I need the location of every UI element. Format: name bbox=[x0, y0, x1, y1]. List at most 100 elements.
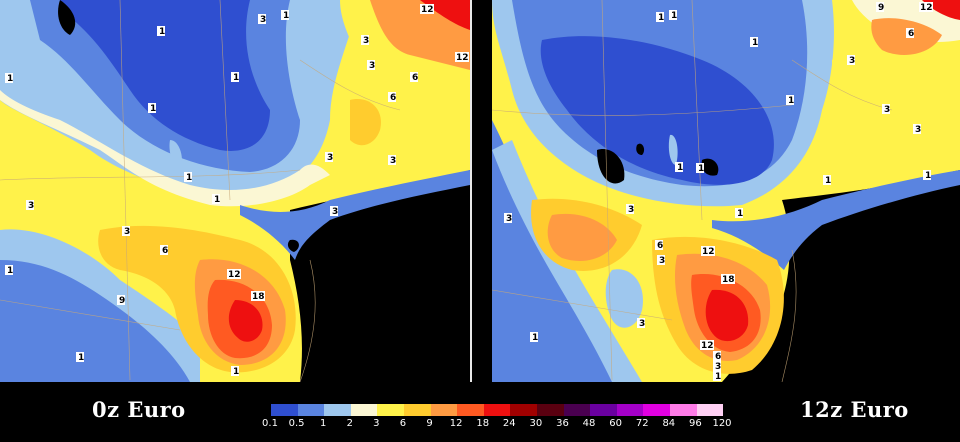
label-1: 1 bbox=[7, 266, 13, 276]
colorbar-tick-label: 96 bbox=[689, 418, 702, 429]
label-3: 3 bbox=[327, 153, 333, 163]
label-12: 12 bbox=[421, 5, 434, 15]
colorbar-swatch bbox=[377, 404, 404, 416]
label-12: 12 bbox=[701, 341, 714, 351]
lake-michigan bbox=[169, 140, 182, 170]
label-1: 1 bbox=[214, 195, 220, 205]
lake-michigan bbox=[668, 134, 678, 165]
ocean-region bbox=[722, 170, 960, 382]
field-coast-blue bbox=[712, 170, 960, 270]
label-1: 1 bbox=[159, 27, 165, 37]
field-1to2-west bbox=[0, 229, 200, 382]
colorbar-swatch bbox=[324, 404, 351, 416]
colorbar-swatch bbox=[457, 404, 484, 416]
field-0.5to1-west bbox=[0, 257, 190, 382]
label-6: 6 bbox=[908, 29, 914, 39]
field-18to24-south bbox=[705, 289, 749, 342]
colorbar-swatch bbox=[271, 404, 298, 416]
label-3: 3 bbox=[28, 201, 34, 211]
label-1: 1 bbox=[677, 163, 683, 173]
label-1: 1 bbox=[715, 372, 721, 382]
colorbar-tick-label: 2 bbox=[346, 418, 353, 429]
colorbar-tick-label: 1 bbox=[319, 418, 327, 429]
label-6: 6 bbox=[412, 73, 418, 83]
label-6: 6 bbox=[657, 241, 663, 251]
ocean-region bbox=[290, 170, 470, 382]
lake-dark-3 bbox=[701, 158, 719, 176]
colorbar-tick-label: 60 bbox=[609, 418, 623, 429]
colorbar-swatch bbox=[483, 404, 511, 416]
right-contour-labels: 1 1 1 1 1 1 1 1 1 1 3 3 3 3 3 3 3 6 6 9 bbox=[504, 2, 933, 382]
label-3: 3 bbox=[628, 205, 634, 215]
label-3: 3 bbox=[659, 256, 665, 266]
field-9to12-west bbox=[547, 213, 617, 261]
label-12: 12 bbox=[920, 3, 933, 13]
label-3: 3 bbox=[332, 207, 338, 217]
label-9: 9 bbox=[878, 3, 884, 13]
label-18: 18 bbox=[252, 292, 265, 302]
field-coast-blue bbox=[240, 170, 470, 260]
label-3: 3 bbox=[124, 227, 130, 237]
label-3: 3 bbox=[506, 214, 512, 224]
label-6: 6 bbox=[390, 93, 396, 103]
label-6: 6 bbox=[162, 246, 168, 256]
colorbar-tick-label: 6 bbox=[399, 418, 407, 429]
colorbar-swatch bbox=[536, 404, 564, 416]
colorbar-tick-label: 120 bbox=[712, 418, 732, 429]
label-1: 1 bbox=[233, 73, 239, 83]
field-0.1to0.5-north bbox=[60, 0, 270, 151]
field-6to9-northeast-spot bbox=[350, 99, 381, 146]
colorbar-swatch bbox=[590, 404, 617, 416]
colorbar-tick-label: 3 bbox=[373, 418, 380, 429]
label-1: 1 bbox=[532, 333, 538, 343]
colorbar-swatch bbox=[563, 404, 591, 416]
label-3: 3 bbox=[369, 61, 375, 71]
label-12: 12 bbox=[228, 270, 241, 280]
label-1: 1 bbox=[698, 164, 704, 174]
label-3: 3 bbox=[884, 105, 890, 115]
right-model-label: 12z Euro bbox=[800, 397, 909, 422]
label-1: 1 bbox=[233, 367, 239, 377]
field-0.5to1-west bbox=[492, 120, 632, 382]
colorbar-tick-label: 30 bbox=[529, 418, 543, 429]
colorbar-swatch bbox=[643, 404, 670, 416]
label-1: 1 bbox=[150, 104, 156, 114]
chesapeake-spot bbox=[287, 239, 299, 252]
snowfall-colorbar bbox=[270, 403, 724, 417]
panel-divider bbox=[470, 0, 472, 382]
label-3: 3 bbox=[260, 15, 266, 25]
label-6: 6 bbox=[715, 352, 721, 362]
colorbar-swatch bbox=[669, 404, 697, 416]
left-model-label: 0z Euro bbox=[92, 397, 186, 422]
label-1: 1 bbox=[658, 13, 664, 23]
field-1to2-interior bbox=[605, 269, 643, 328]
label-1: 1 bbox=[7, 74, 13, 84]
colorbar-tick-label: 48 bbox=[582, 418, 596, 429]
colorbar-tick-label: 12 bbox=[449, 418, 463, 429]
lake-dark-1 bbox=[597, 149, 625, 184]
colorbar-tick-label: 18 bbox=[476, 418, 490, 429]
label-1: 1 bbox=[186, 173, 192, 183]
colorbar-ticks: 0.1 0.5 1 2 3 6 9 12 18 24 30 36 48 60 72 84 96 120 bbox=[258, 418, 738, 434]
colorbar-swatch bbox=[696, 404, 724, 416]
lake-dark-2 bbox=[636, 143, 645, 155]
left-contour-labels: 1 1 3 1 1 1 1 1 3 3 3 3 3 6 6 12 12 3 3 … bbox=[5, 4, 469, 377]
colorbar-tick-label: 36 bbox=[556, 418, 569, 429]
label-18: 18 bbox=[722, 275, 735, 285]
label-1: 1 bbox=[78, 353, 84, 363]
label-3: 3 bbox=[390, 156, 396, 166]
label-1: 1 bbox=[825, 176, 831, 186]
label-3: 3 bbox=[715, 362, 721, 372]
boundary-lines bbox=[0, 0, 401, 382]
colorbar-swatch bbox=[350, 404, 378, 416]
label-12: 12 bbox=[456, 53, 469, 63]
label-1: 1 bbox=[788, 96, 794, 106]
colorbar-swatch bbox=[297, 404, 325, 416]
colorbar-swatch bbox=[510, 404, 537, 416]
left-snowfall-map: 1 1 3 1 1 1 1 1 3 3 3 3 3 6 6 12 12 3 3 … bbox=[0, 0, 470, 382]
label-1: 1 bbox=[283, 11, 289, 21]
colorbar-swatch bbox=[403, 404, 431, 416]
label-1: 1 bbox=[671, 11, 677, 21]
label-3: 9 bbox=[119, 296, 125, 306]
